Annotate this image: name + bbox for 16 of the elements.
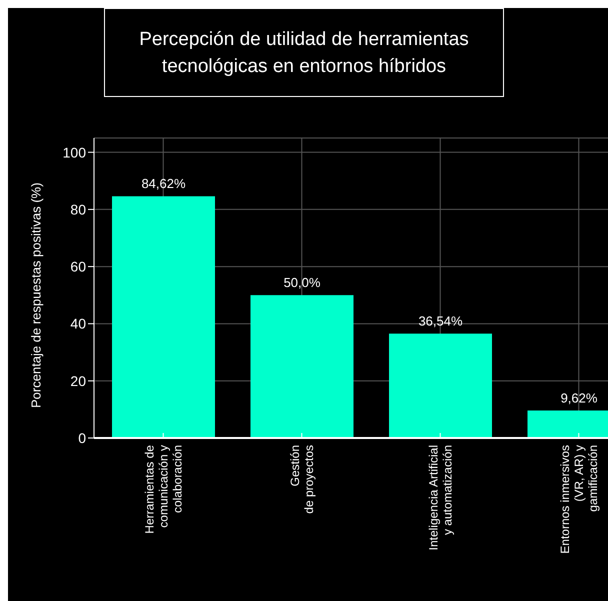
y-axis-title: Porcentaje de respuestas positivas (%)	[28, 182, 44, 408]
chart-title: Percepción de utilidad de herramientas tecnológicas en entornos híbridos	[104, 8, 504, 97]
data-label: 9,62%	[560, 390, 598, 406]
data-label: 36,54%	[418, 314, 463, 329]
x-tick-label: Inteligencia Artificial y automatización	[426, 445, 454, 550]
y-tick-label: 40	[70, 316, 86, 332]
y-tick-label: 60	[70, 258, 86, 275]
x-tick-label: Herramientas de comunicación y colaboración	[142, 444, 184, 534]
x-tick-label: Gestión de proyectos	[288, 445, 316, 514]
y-tick-label: 20	[70, 372, 86, 389]
y-tick-label: 80	[70, 201, 86, 218]
data-label: 84,62%	[141, 176, 186, 192]
x-tick-label: Entornos inmersivos (VR, AR) y gamificación	[558, 445, 600, 554]
data-label: 50,0%	[284, 275, 321, 290]
y-tick-label: 0	[78, 430, 86, 446]
y-tick-label: 100	[62, 144, 86, 160]
